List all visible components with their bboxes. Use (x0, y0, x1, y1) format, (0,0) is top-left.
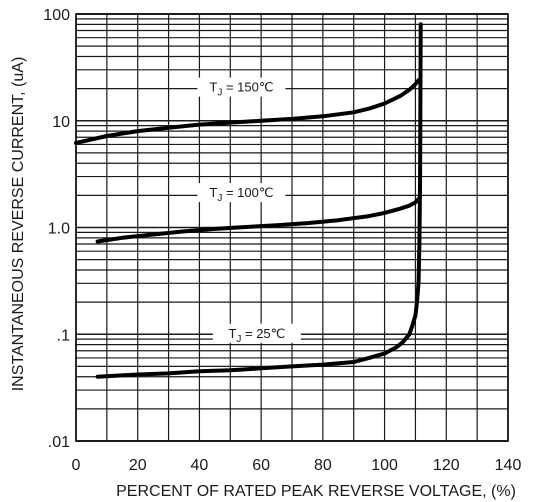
y-tick-label: 10 (52, 114, 70, 131)
curve-label-bg (197, 183, 286, 203)
label-layer: TJ = 150℃ TJ = 100℃ TJ = 25℃ (197, 77, 301, 345)
curve-label-3: TJ = 25℃ (228, 326, 285, 345)
curve-series-3 (95, 22, 423, 379)
x-tick-label: 40 (191, 457, 209, 474)
y-tick-label: .01 (48, 434, 70, 451)
x-axis-title: PERCENT OF RATED PEAK REVERSE VOLTAGE, (… (116, 483, 516, 500)
curve-series-1 (74, 78, 421, 145)
x-tick-label: 60 (252, 457, 270, 474)
curve-label-2: TJ = 100℃ (209, 185, 273, 204)
curve-label-bg (212, 323, 301, 343)
y-tick-label: 100 (43, 7, 70, 24)
y-tick-label: 1.0 (48, 221, 70, 238)
y-axis-title: INSTANTANEOUS REVERSE CURRENT, (uA) (10, 57, 27, 392)
curve-series-2 (95, 197, 421, 244)
x-tick-label: 100 (371, 457, 398, 474)
tick-layer: 0 20 40 60 80 100 120 140 100 10 1.0 .1 .01 (43, 7, 521, 474)
y-tick-label: .1 (57, 327, 70, 344)
plot-frame (75, 13, 509, 442)
x-tick-label: 20 (129, 457, 147, 474)
x-tick-label: 80 (314, 457, 332, 474)
curve-layer (74, 22, 423, 379)
x-tick-label: 140 (495, 457, 522, 474)
grid-layer (75, 13, 509, 442)
x-tick-label: 120 (433, 457, 460, 474)
curve-label-bg (197, 77, 286, 97)
x-tick-label: 0 (72, 457, 81, 474)
curve-label-1: TJ = 150℃ (209, 80, 273, 99)
